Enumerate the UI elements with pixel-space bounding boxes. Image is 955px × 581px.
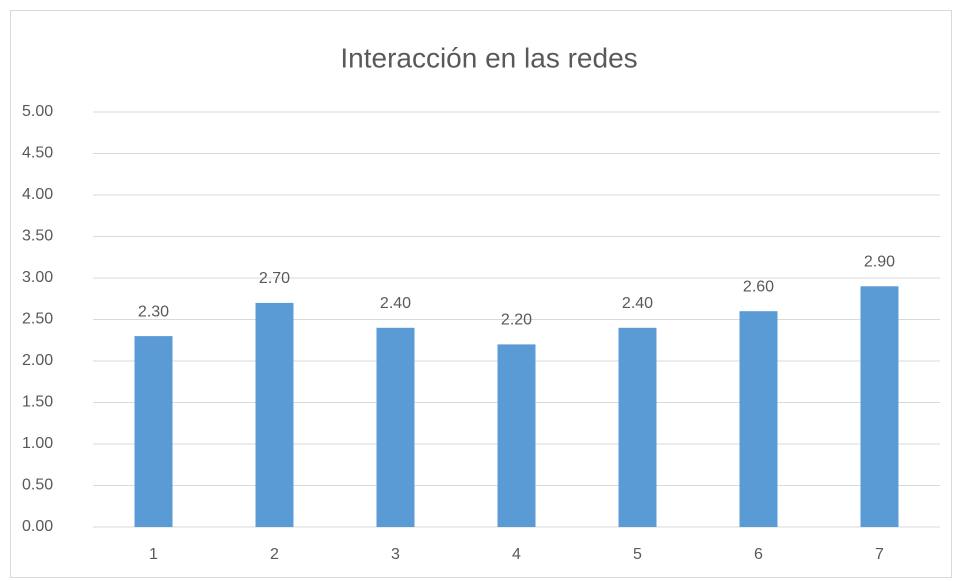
y-tick-label: 4.50 [22,145,53,162]
y-tick-label: 4.00 [22,186,53,203]
chart-title: Interacción en las redes [340,42,637,73]
y-tick-label: 0.50 [22,477,53,494]
data-label: 2.40 [622,295,653,312]
data-label: 2.20 [501,312,532,329]
x-tick-label: 3 [391,546,400,563]
data-label: 2.90 [864,254,895,271]
bar [618,327,657,527]
y-tick-label: 1.00 [22,435,53,452]
y-tick-label: 3.50 [22,228,53,245]
x-tick-label: 4 [512,546,521,563]
bar [497,344,536,527]
data-label: 2.40 [380,295,411,312]
data-label: 2.30 [138,303,169,320]
bar [860,286,899,527]
y-tick-label: 2.00 [22,352,53,369]
y-tick-label: 0.00 [22,518,53,535]
y-tick-label: 1.50 [22,394,53,411]
bar [255,302,294,527]
x-tick-label: 1 [149,546,158,563]
x-tick-label: 6 [754,546,763,563]
x-tick-label: 7 [875,546,884,563]
y-tick-label: 2.50 [22,311,53,328]
y-tick-label: 5.00 [22,103,53,120]
bar [739,311,778,527]
y-tick-label: 3.00 [22,269,53,286]
x-tick-label: 2 [270,546,279,563]
data-label: 2.70 [259,270,290,287]
data-label: 2.60 [743,278,774,295]
bar [134,336,173,527]
bar [376,327,415,527]
x-tick-label: 5 [633,546,642,563]
